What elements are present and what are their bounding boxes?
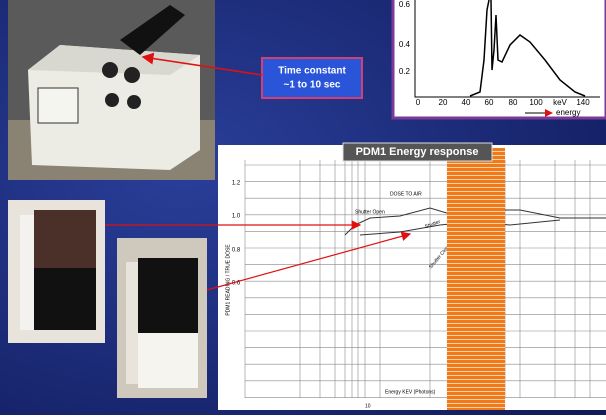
slide: Time constant ~1 to 10 sec 0.2 0.4 0.6 0…: [0, 0, 606, 415]
x-tick-label: 20: [439, 98, 448, 107]
y-tick-label: 0.4: [399, 40, 411, 49]
pdm-photo: [117, 238, 207, 398]
page: Time constant ~1 to 10 sec 0.2 0.4 0.6 0…: [0, 0, 606, 420]
y-axis-label: PDM1 READING / TRUE DOSE: [225, 244, 231, 316]
y-tick-label: 1.2: [232, 181, 241, 187]
x-axis-label: energy: [556, 108, 580, 117]
x-tick-label: 100: [529, 98, 543, 107]
highlight-band: [447, 148, 505, 410]
x-tick-label: 0: [416, 98, 421, 107]
annotation: DOSE TO AIR: [390, 191, 422, 197]
callout-text: ~1 to 10 sec: [284, 80, 341, 91]
spectrum-chart: 0.2 0.4 0.6 0 20 40 60 80 100 keV 140 energy: [393, 0, 606, 118]
x-tick-label: 60: [485, 98, 494, 107]
chart-title: PDM1 Energy response: [356, 146, 479, 158]
y-tick-label: 1.0: [232, 214, 241, 220]
meter-photo: [8, 0, 215, 180]
y-tick-label: 0.8: [232, 248, 241, 254]
y-tick-label: 0.2: [399, 67, 411, 76]
x-tick-label: keV: [553, 98, 567, 107]
x-axis-label: Energy KEV (Photons): [385, 389, 436, 395]
x-tick-label: 10: [365, 403, 371, 409]
callout-box: [262, 58, 362, 98]
y-tick-label: 0.6: [399, 0, 411, 9]
x-tick-label: 140: [576, 98, 590, 107]
annotation: Shutter Open: [355, 209, 385, 215]
callout-text: Time constant: [278, 66, 346, 77]
x-tick-label: 40: [462, 98, 471, 107]
pdm-photo: [8, 200, 105, 343]
x-tick-label: 80: [509, 98, 518, 107]
